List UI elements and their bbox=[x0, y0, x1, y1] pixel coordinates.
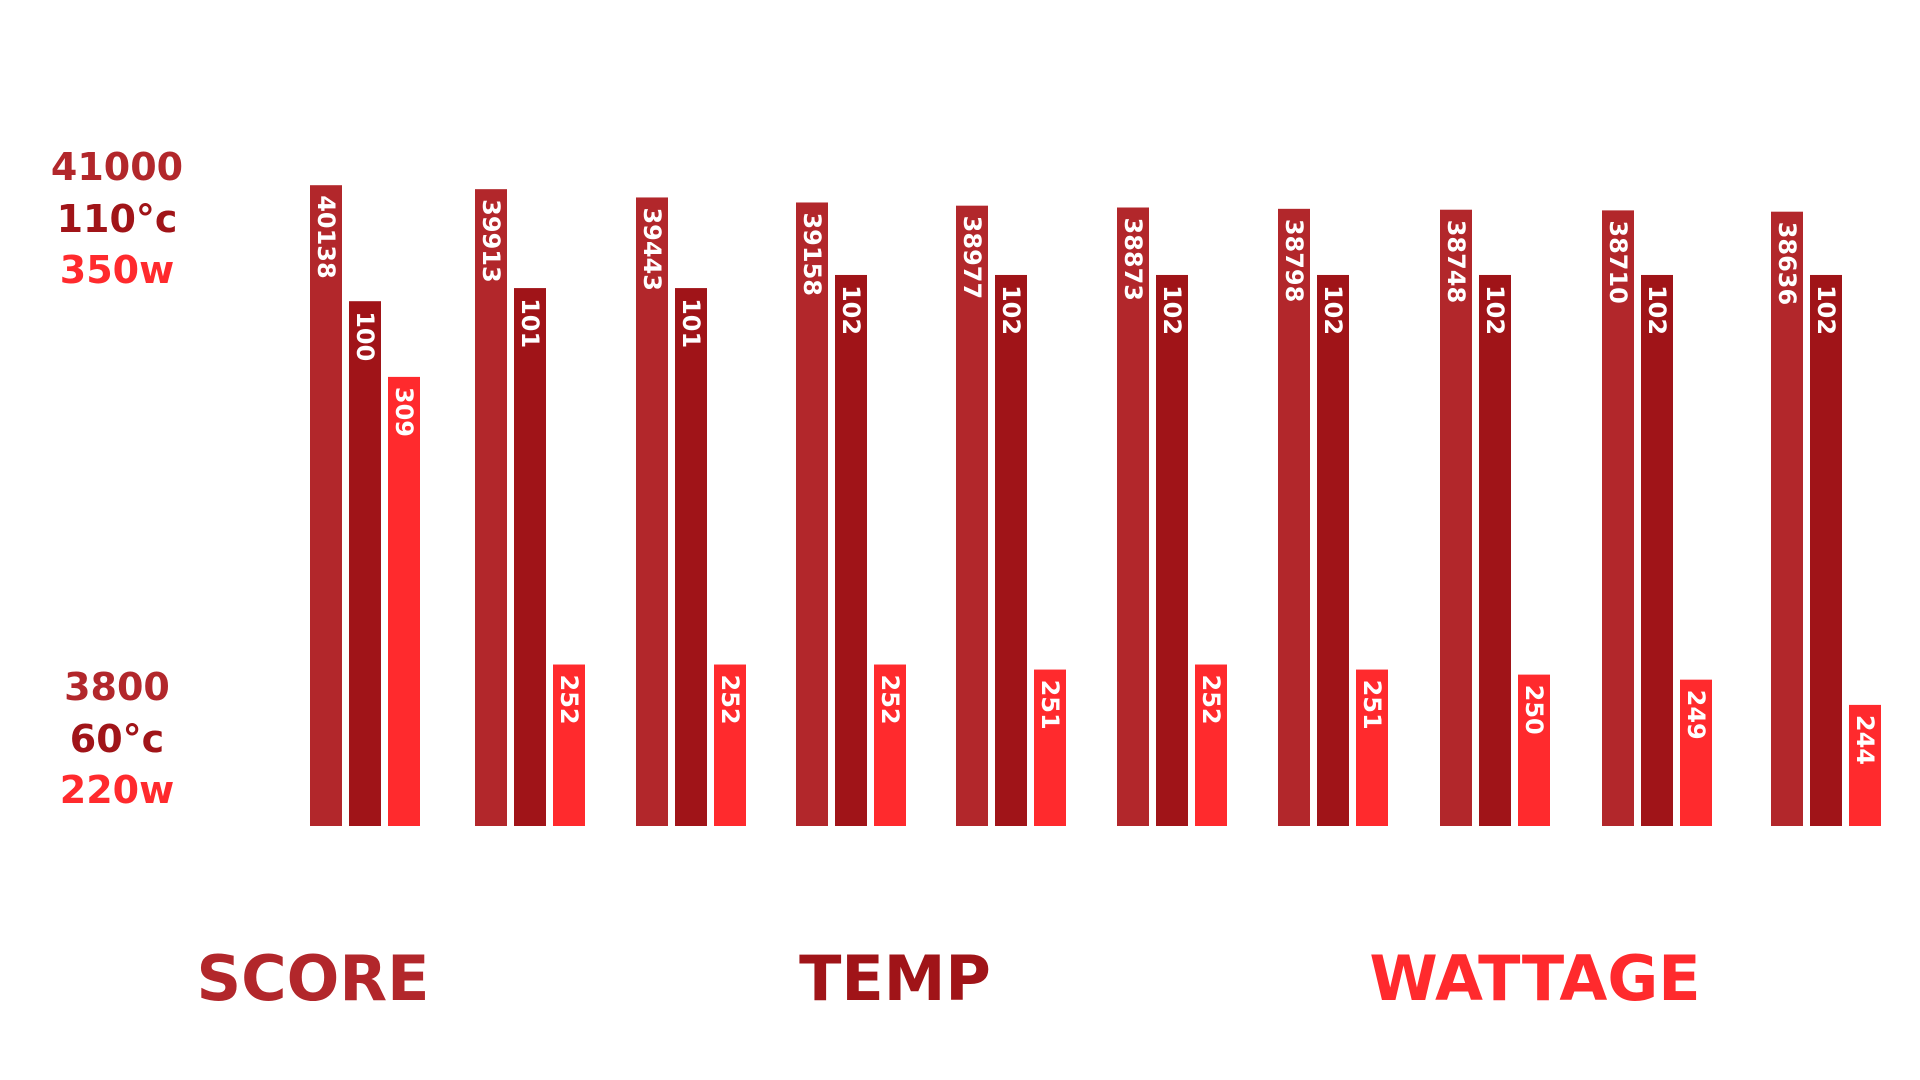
bar-label-temp-4: 102 bbox=[837, 285, 865, 335]
bar-temp-3 bbox=[675, 288, 707, 827]
bar-label-wattage-3: 252 bbox=[716, 675, 744, 725]
bars-layer: 40138 100 309 39913 101 252 39443 101 252 39158 10… bbox=[310, 185, 1881, 827]
bar-label-wattage-7: 251 bbox=[1358, 680, 1386, 730]
bar-wattage-10 bbox=[1849, 704, 1881, 826]
bar-wattage-7 bbox=[1356, 669, 1388, 826]
bar-label-score-5: 38977 bbox=[958, 216, 986, 300]
legend-temp: TEMP bbox=[799, 942, 991, 1015]
bar-label-temp-5: 102 bbox=[997, 285, 1025, 335]
legend-wattage: WATTAGE bbox=[1369, 942, 1700, 1015]
bar-label-score-4: 39158 bbox=[798, 212, 826, 296]
axis-top-labels: 41000 110°c 350w bbox=[51, 145, 183, 292]
legend-score: SCORE bbox=[197, 942, 430, 1015]
bar-label-temp-2: 101 bbox=[516, 298, 544, 348]
bar-label-temp-9: 102 bbox=[1643, 285, 1671, 335]
bar-label-wattage-6: 252 bbox=[1197, 675, 1225, 725]
bar-label-wattage-2: 252 bbox=[555, 675, 583, 725]
bar-label-wattage-10: 244 bbox=[1851, 715, 1879, 765]
bar-label-score-9: 38710 bbox=[1604, 220, 1632, 304]
bar-score-9 bbox=[1602, 210, 1634, 826]
bar-temp-8 bbox=[1479, 274, 1511, 827]
axis-bottom-score: 3800 bbox=[64, 665, 170, 709]
bar-score-1 bbox=[310, 185, 342, 826]
bar-score-6 bbox=[1117, 207, 1149, 826]
bar-score-7 bbox=[1278, 208, 1310, 827]
bar-label-score-6: 38873 bbox=[1119, 218, 1147, 302]
axis-bottom-wattage: 220w bbox=[60, 768, 174, 812]
bar-label-temp-3: 101 bbox=[677, 298, 705, 348]
bar-temp-1 bbox=[349, 301, 381, 826]
axis-top-wattage: 350w bbox=[60, 248, 174, 292]
bar-temp-6 bbox=[1156, 274, 1188, 827]
bar-label-score-7: 38798 bbox=[1280, 219, 1308, 303]
bar-wattage-8 bbox=[1518, 674, 1550, 826]
bar-temp-5 bbox=[995, 274, 1027, 827]
bar-wattage-1 bbox=[388, 376, 420, 826]
bar-temp-4 bbox=[835, 274, 867, 827]
bar-temp-10 bbox=[1810, 274, 1842, 827]
bar-label-score-1: 40138 bbox=[312, 195, 340, 279]
bar-label-temp-8: 102 bbox=[1481, 285, 1509, 335]
bar-wattage-4 bbox=[874, 664, 906, 826]
bar-label-wattage-9: 249 bbox=[1682, 690, 1710, 740]
bar-label-wattage-1: 309 bbox=[390, 387, 418, 437]
bar-label-wattage-4: 252 bbox=[876, 675, 904, 725]
bar-wattage-5 bbox=[1034, 669, 1066, 826]
bar-score-5 bbox=[956, 205, 988, 826]
bar-label-score-8: 38748 bbox=[1442, 220, 1470, 304]
bar-label-score-10: 38636 bbox=[1773, 222, 1801, 306]
bar-wattage-9 bbox=[1680, 679, 1712, 826]
bar-score-10 bbox=[1771, 211, 1803, 826]
bar-wattage-2 bbox=[553, 664, 585, 826]
bar-label-temp-10: 102 bbox=[1812, 285, 1840, 335]
bar-score-4 bbox=[796, 202, 828, 827]
bar-label-score-3: 39443 bbox=[638, 207, 666, 291]
axis-top-temp: 110°c bbox=[57, 197, 178, 241]
bar-label-temp-1: 100 bbox=[351, 311, 379, 361]
bar-label-temp-7: 102 bbox=[1319, 285, 1347, 335]
bar-wattage-6 bbox=[1195, 664, 1227, 826]
bar-score-2 bbox=[475, 189, 507, 827]
bar-score-3 bbox=[636, 197, 668, 826]
bar-score-8 bbox=[1440, 209, 1472, 826]
bar-wattage-3 bbox=[714, 664, 746, 826]
bar-label-wattage-8: 250 bbox=[1520, 685, 1548, 735]
bar-temp-2 bbox=[514, 288, 546, 827]
axis-bottom-labels: 3800 60°c 220w bbox=[60, 665, 174, 812]
axis-top-score: 41000 bbox=[51, 145, 183, 189]
bar-label-score-2: 39913 bbox=[477, 199, 505, 283]
bar-temp-7 bbox=[1317, 274, 1349, 827]
legend: SCORE TEMP WATTAGE bbox=[197, 942, 1701, 1015]
axis-bottom-temp: 60°c bbox=[70, 717, 164, 761]
bar-temp-9 bbox=[1641, 274, 1673, 827]
bar-label-wattage-5: 251 bbox=[1036, 680, 1064, 730]
bar-label-temp-6: 102 bbox=[1158, 285, 1186, 335]
